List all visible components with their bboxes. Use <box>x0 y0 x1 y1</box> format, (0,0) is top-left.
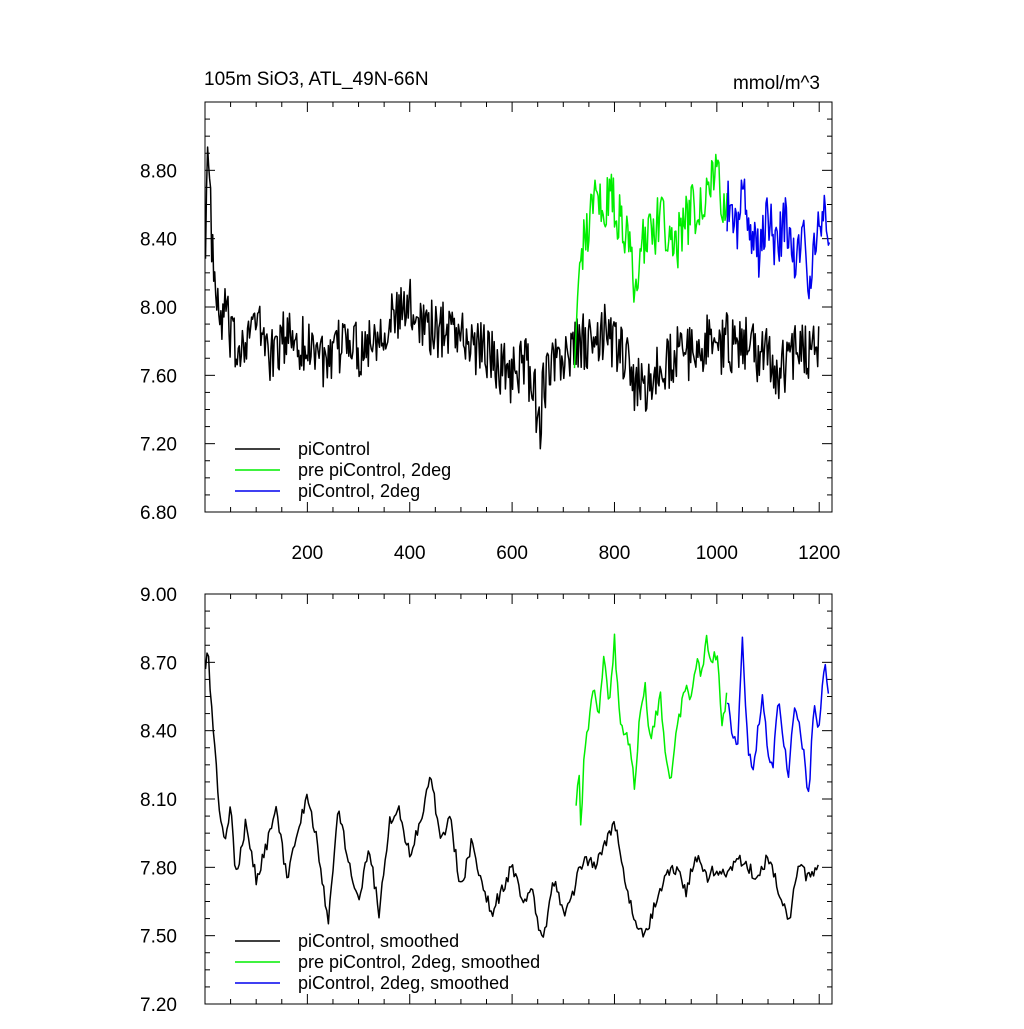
top-xtick-label: 200 <box>292 543 324 564</box>
bottom-ytick-label: 7.80 <box>140 858 177 879</box>
bottom-series-picontrol-smoothed <box>204 652 819 938</box>
legend-label-pre-picontrol-2deg-smoothed: pre piControl, 2deg, smoothed <box>298 952 540 972</box>
bottom-legend: piControl, smoothed pre piControl, 2deg,… <box>235 931 540 993</box>
legend-label-picontrol-2deg-smoothed: piControl, 2deg, smoothed <box>298 973 509 993</box>
top-ytick-label: 8.80 <box>140 161 177 182</box>
legend-label-picontrol-smoothed: piControl, smoothed <box>298 931 459 951</box>
top-xtick-label: 1200 <box>798 543 840 564</box>
top-ytick-label: 6.80 <box>140 503 177 524</box>
bottom-ytick-label: 8.40 <box>140 722 177 743</box>
top-xtick-label: 600 <box>496 543 528 564</box>
bottom-ytick-label: 7.50 <box>140 927 177 948</box>
top-chart-title: 105m SiO3, ATL_49N-66N <box>204 69 429 90</box>
legend-label-pre-picontrol-2deg: pre piControl, 2deg <box>298 460 451 480</box>
top-ytick-label: 7.20 <box>140 435 177 456</box>
bottom-plot-frame <box>204 593 833 1005</box>
top-series-picontrol <box>204 146 820 450</box>
top-xtick-label: 400 <box>394 543 426 564</box>
top-xtick-label: 800 <box>599 543 631 564</box>
legend-label-picontrol: piControl <box>298 439 370 459</box>
top-ytick-label: 7.60 <box>140 366 177 387</box>
top-chart-units: mmol/m^3 <box>733 73 820 94</box>
bottom-panel: 7.20 7.50 7.80 8.10 8.40 8.70 9.00 piControl, … <box>140 585 833 1016</box>
top-legend: piControl pre piControl, 2deg piControl,… <box>235 439 451 501</box>
bottom-series-pre-picontrol-2deg-smoothed <box>575 633 728 826</box>
top-xtick-label: 1000 <box>696 543 738 564</box>
legend-label-picontrol-2deg: piControl, 2deg <box>298 481 420 501</box>
bottom-series-picontrol-2deg-smoothed <box>726 636 830 793</box>
bottom-ytick-label: 7.20 <box>140 995 177 1016</box>
top-series-picontrol-2deg <box>726 178 831 300</box>
bottom-ytick-label: 9.00 <box>140 585 177 606</box>
top-series-pre-picontrol-2deg <box>573 153 728 369</box>
bottom-ytick-label: 8.10 <box>140 790 177 811</box>
bottom-ytick-label: 8.70 <box>140 653 177 674</box>
top-ytick-label: 8.40 <box>140 230 177 251</box>
top-plot-frame <box>204 101 833 513</box>
top-panel: 105m SiO3, ATL_49N-66N mmol/m^3 6.80 7.20… <box>140 69 840 564</box>
top-ytick-label: 8.00 <box>140 298 177 319</box>
